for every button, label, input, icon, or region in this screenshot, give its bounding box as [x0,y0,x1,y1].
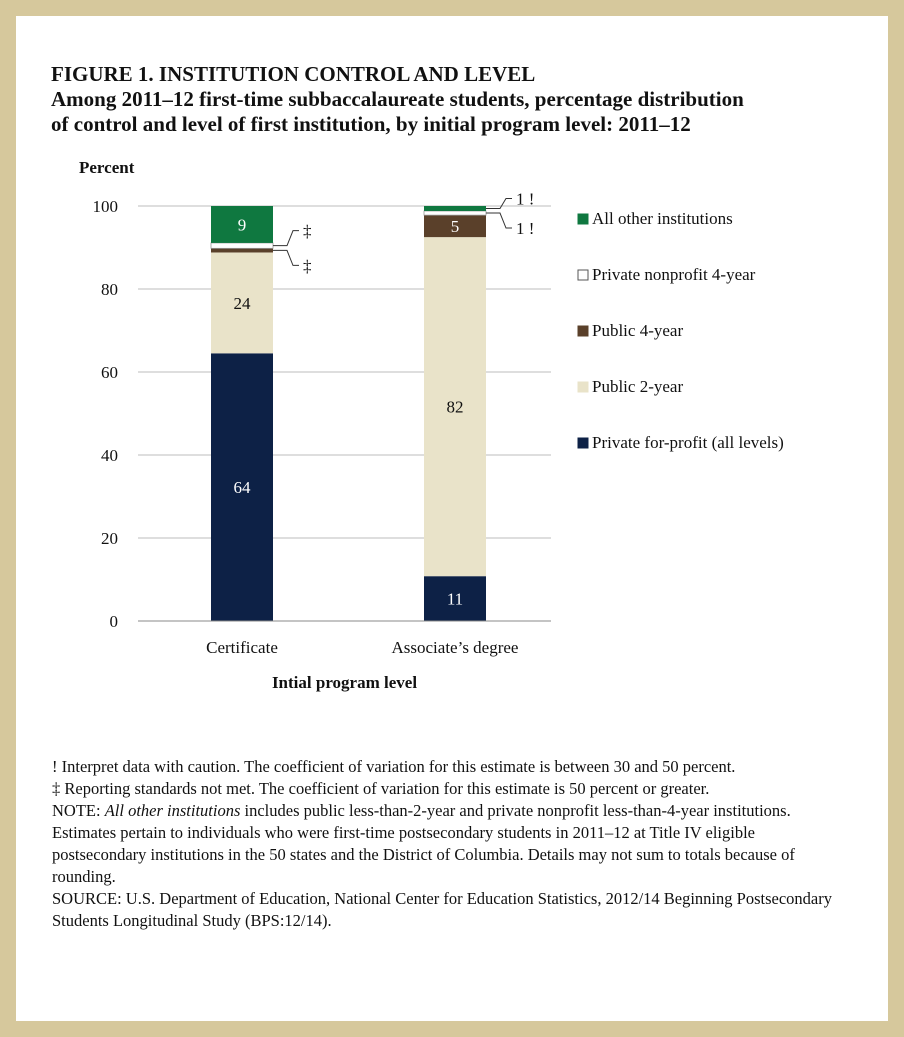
callout-leader-line [486,212,512,229]
x-axis-label: Intial program level [272,673,417,692]
legend-label: All other institutions [592,209,733,228]
callout-label: 1 ! [516,219,534,238]
bar-value-label: 11 [447,590,463,609]
callout-label: ‡ [303,222,312,241]
bar-value-label: 5 [451,217,460,236]
note-prefix: NOTE: [52,801,105,820]
bar-segment [211,252,273,354]
callout-label: ‡ [303,256,312,275]
legend-swatch [577,325,589,337]
legend-label: Private for-profit (all levels) [592,433,784,452]
y-tick-label: 20 [101,529,118,548]
figure-header: FIGURE 1. INSTITUTION CONTROL AND LEVEL … [51,62,871,137]
bar-segment [211,248,273,253]
callout-label: 1 ! [516,189,534,208]
callout-leader-line [486,197,512,209]
y-tick-label: 60 [101,363,118,382]
bar-segment [211,353,273,621]
general-note: NOTE: All other institutions includes pu… [52,800,852,888]
bar-value-label: 82 [447,398,464,417]
note-italic-term: All other institutions [104,801,241,820]
x-tick-label: Certificate [206,638,278,657]
legend-swatch [577,213,589,225]
bar-value-label: 64 [234,478,252,497]
y-tick-label: 80 [101,280,118,299]
caution-note: ! Interpret data with caution. The coeff… [52,757,736,776]
y-tick-label: 100 [93,197,119,216]
figure-subtitle-line-2: of control and level of first institutio… [51,112,691,136]
source-note: SOURCE: U.S. Department of Education, Na… [52,889,832,930]
y-tick-label: 0 [110,612,119,631]
bar-value-label: 9 [238,215,247,234]
legend-label: Private nonprofit 4-year [592,265,756,284]
figure-title: FIGURE 1. INSTITUTION CONTROL AND LEVEL [51,62,536,86]
reporting-standards-note: ‡ Reporting standards not met. The coeff… [52,779,710,798]
legend-label: Public 2-year [592,377,683,396]
figure-subtitle-line-1: Among 2011–12 first-time subbaccalaureat… [51,87,744,111]
callout-leader-line [273,249,299,266]
legend-swatch [577,437,589,449]
y-axis-label: Percent [79,158,135,177]
bar-segment [211,206,273,243]
figure-notes: ! Interpret data with caution. The coeff… [52,756,852,932]
legend-label: Public 4-year [592,321,683,340]
bar-segment [424,206,486,211]
bar-segment [424,237,486,577]
bar-segment [424,215,486,238]
bar-segment [210,242,274,249]
legend-swatch [577,381,589,393]
bar-segment [423,210,487,216]
y-tick-label: 40 [101,446,118,465]
callout-leader-line [273,230,299,247]
legend-swatch [577,269,589,281]
bar-segment [424,576,486,621]
stacked-bar-chart: Percent 0 20 40 60 80 100 64 24 9 Certificate 11 82 5… [79,158,784,692]
figure-card: FIGURE 1. INSTITUTION CONTROL AND LEVEL … [16,16,888,1021]
x-tick-label: Associate’s degree [392,638,519,657]
note-body: includes public less-than-2-year and pri… [52,801,795,886]
bar-value-label: 24 [234,294,252,313]
